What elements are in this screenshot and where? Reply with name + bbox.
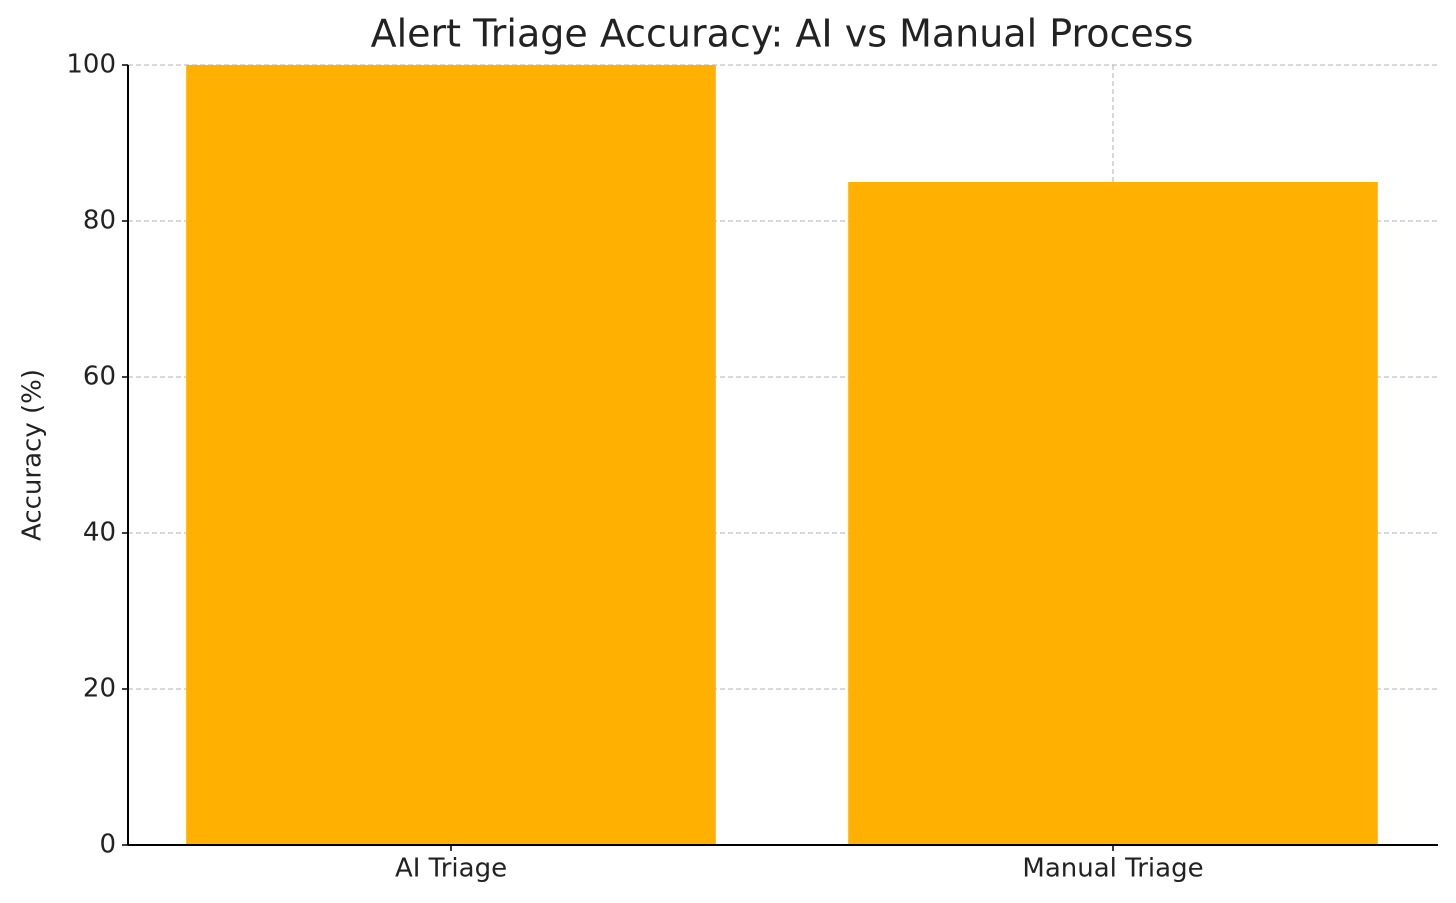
axes: 0 20 40 60 80 100 AI Triage Manual Triage [66, 50, 1438, 884]
y-tick-label: 0 [99, 830, 116, 860]
x-tick-label: Manual Triage [1022, 854, 1203, 884]
y-tick-label: 80 [83, 206, 116, 236]
bar [186, 65, 716, 845]
y-tick-label: 100 [66, 50, 116, 80]
y-axis-label: Accuracy (%) [18, 369, 48, 541]
bars [186, 65, 1378, 845]
y-tick-label: 60 [83, 362, 116, 392]
x-tick-label: AI Triage [395, 854, 507, 884]
y-tick-label: 20 [83, 674, 116, 704]
chart-title: Alert Triage Accuracy: AI vs Manual Proc… [371, 12, 1194, 56]
y-tick-label: 40 [83, 518, 116, 548]
bar [848, 182, 1378, 845]
